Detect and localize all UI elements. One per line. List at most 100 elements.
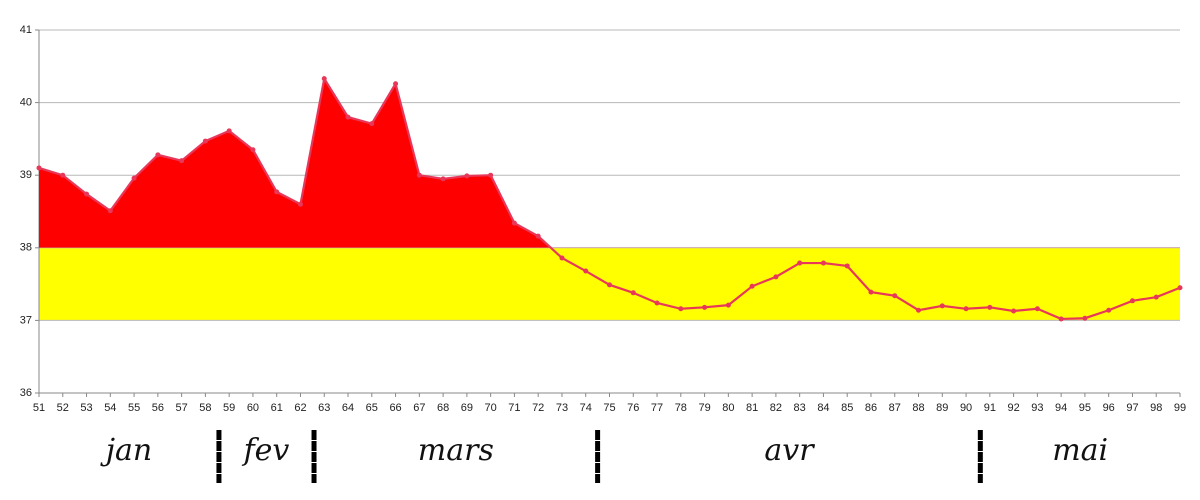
point	[749, 283, 755, 289]
point	[60, 172, 66, 178]
point	[274, 189, 280, 195]
x-tick-label: 70	[485, 402, 497, 414]
point	[630, 290, 636, 296]
x-tick-label: 63	[318, 402, 330, 414]
x-tick-label: 73	[556, 402, 568, 414]
x-tick-label: 80	[722, 402, 734, 414]
x-tick-label: 99	[1174, 402, 1186, 414]
x-tick-label: 98	[1150, 402, 1162, 414]
x-tick-label: 89	[936, 402, 948, 414]
point	[250, 147, 256, 153]
point	[131, 175, 137, 181]
month-label: fev	[242, 433, 290, 468]
x-tick-label: 55	[128, 402, 140, 414]
point	[1011, 308, 1017, 314]
x-tick-label: 67	[413, 402, 425, 414]
point	[464, 173, 470, 179]
point	[416, 172, 422, 178]
point	[868, 289, 874, 295]
x-tick-label: 60	[247, 402, 259, 414]
point	[559, 255, 565, 261]
month-label: jan	[100, 433, 153, 468]
point	[820, 260, 826, 266]
x-tick-label: 85	[841, 402, 853, 414]
x-tick-label: 90	[960, 402, 972, 414]
point	[797, 260, 803, 266]
y-tick-label: 40	[20, 97, 32, 109]
x-tick-label: 92	[1007, 402, 1019, 414]
point	[297, 201, 303, 207]
point	[1129, 298, 1135, 304]
x-tick-label: 58	[199, 402, 211, 414]
point	[84, 191, 90, 197]
point	[345, 114, 351, 120]
y-tick-label: 41	[20, 24, 32, 36]
point	[369, 121, 375, 127]
point	[36, 165, 42, 171]
x-tick-label: 95	[1079, 402, 1091, 414]
x-tick-label: 82	[770, 402, 782, 414]
point	[963, 306, 969, 312]
x-tick-label: 74	[580, 402, 592, 414]
point	[916, 307, 922, 313]
y-tick-label: 36	[20, 387, 32, 399]
x-tick-label: 78	[675, 402, 687, 414]
x-tick-label: 52	[57, 402, 69, 414]
x-tick-label: 91	[984, 402, 996, 414]
point	[107, 208, 113, 214]
x-tick-label: 69	[461, 402, 473, 414]
x-tick-label: 64	[342, 402, 354, 414]
point	[155, 152, 161, 158]
point	[1034, 306, 1040, 312]
month-label: mars	[418, 433, 494, 468]
point	[1153, 294, 1159, 300]
point	[678, 306, 684, 312]
x-tick-label: 57	[176, 402, 188, 414]
point	[202, 138, 208, 144]
y-tick-label: 39	[20, 169, 32, 181]
point	[654, 300, 660, 306]
point	[488, 172, 494, 178]
point	[607, 282, 612, 288]
x-tick-label: 76	[627, 402, 639, 414]
month-label: mai	[1052, 433, 1108, 468]
y-tick-label: 37	[20, 314, 32, 326]
x-tick-label: 94	[1055, 402, 1067, 414]
x-tick-label: 77	[651, 402, 663, 414]
x-tick-label: 93	[1031, 402, 1043, 414]
x-tick-label: 81	[746, 402, 758, 414]
x-tick-label: 72	[532, 402, 544, 414]
x-tick-label: 66	[389, 402, 401, 414]
point	[702, 304, 708, 310]
point	[535, 233, 541, 239]
month-label: avr	[764, 433, 815, 468]
point	[393, 81, 399, 87]
x-tick-label: 71	[508, 402, 520, 414]
x-tick-label: 84	[817, 402, 829, 414]
point	[1058, 316, 1064, 322]
x-tick-label: 59	[223, 402, 235, 414]
point	[939, 303, 945, 309]
x-tick-label: 65	[366, 402, 378, 414]
x-tick-label: 53	[80, 402, 92, 414]
x-tick-label: 51	[33, 402, 45, 414]
point	[773, 274, 779, 280]
y-tick-label: 38	[20, 242, 32, 254]
point	[226, 128, 232, 134]
point	[583, 268, 589, 274]
x-tick-label: 97	[1126, 402, 1138, 414]
x-tick-label: 56	[152, 402, 164, 414]
point	[1177, 285, 1183, 291]
x-tick-label: 61	[271, 402, 283, 414]
x-tick-label: 54	[104, 402, 116, 414]
point	[725, 302, 731, 308]
x-tick-label: 68	[437, 402, 449, 414]
point	[179, 158, 185, 164]
x-tick-label: 87	[889, 402, 901, 414]
x-tick-label: 62	[294, 402, 306, 414]
point	[511, 220, 517, 226]
x-tick-label: 79	[698, 402, 710, 414]
x-tick-label: 88	[912, 402, 924, 414]
point	[844, 263, 850, 269]
